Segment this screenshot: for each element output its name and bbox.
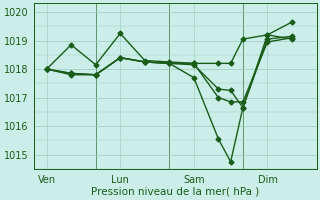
X-axis label: Pression niveau de la mer( hPa ): Pression niveau de la mer( hPa ) — [91, 187, 260, 197]
